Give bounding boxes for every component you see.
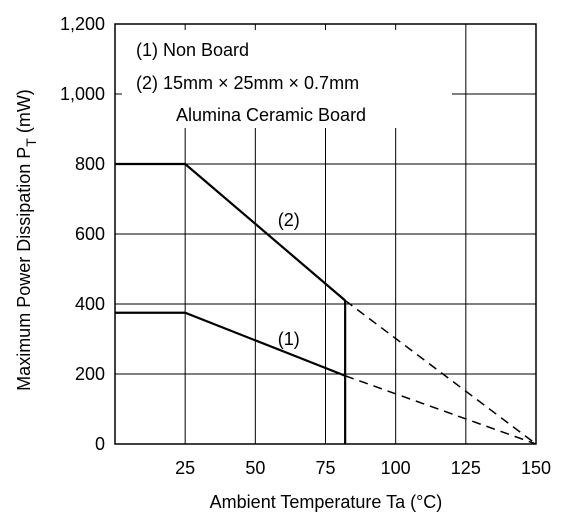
series-2-dashed-line: [344, 299, 537, 445]
y-tick-label-6: 1,200: [60, 14, 105, 34]
x-tick-labels: 25 50 75 100 125 150: [175, 458, 551, 478]
y-tick-label-3: 600: [75, 224, 105, 244]
series-group: (1) (2): [115, 162, 537, 445]
x-tick-label-2: 75: [315, 458, 335, 478]
series-1-solid-line: [115, 311, 346, 377]
x-axis-title: Ambient Temperature Ta (°C): [210, 492, 443, 512]
y-axis-title-unit: (mW): [14, 89, 34, 138]
y-axis-title-main: Maximum Power Dissipation P: [14, 147, 34, 391]
y-tick-labels: 0 200 400 600 800 1,000 1,200: [60, 14, 105, 454]
series-1-label: (1): [278, 329, 300, 349]
x-tick-label-3: 100: [381, 458, 411, 478]
series-2-solid-line: [115, 162, 346, 302]
legend-line-3: Alumina Ceramic Board: [176, 105, 366, 125]
legend-line-2: (2) 15mm × 25mm × 0.7mm: [136, 73, 359, 93]
plot-frame: [114, 23, 537, 445]
x-tick-label-4: 125: [451, 458, 481, 478]
x-tick-label-1: 50: [245, 458, 265, 478]
x-tick-label-0: 25: [175, 458, 195, 478]
y-tick-label-0: 0: [95, 434, 105, 454]
y-tick-label-5: 1,000: [60, 84, 105, 104]
y-axis-title: Maximum Power Dissipation PT (mW): [14, 89, 39, 391]
legend-line-1: (1) Non Board: [136, 40, 249, 60]
y-tick-label-1: 200: [75, 364, 105, 384]
series-1-dashed-line: [344, 375, 537, 445]
legend-background: [122, 30, 452, 128]
y-tick-label-2: 400: [75, 294, 105, 314]
y-axis-title-subscript: T: [23, 138, 39, 147]
y-tick-label-4: 800: [75, 154, 105, 174]
series-2-label: (2): [278, 210, 300, 230]
x-tick-label-5: 150: [521, 458, 551, 478]
